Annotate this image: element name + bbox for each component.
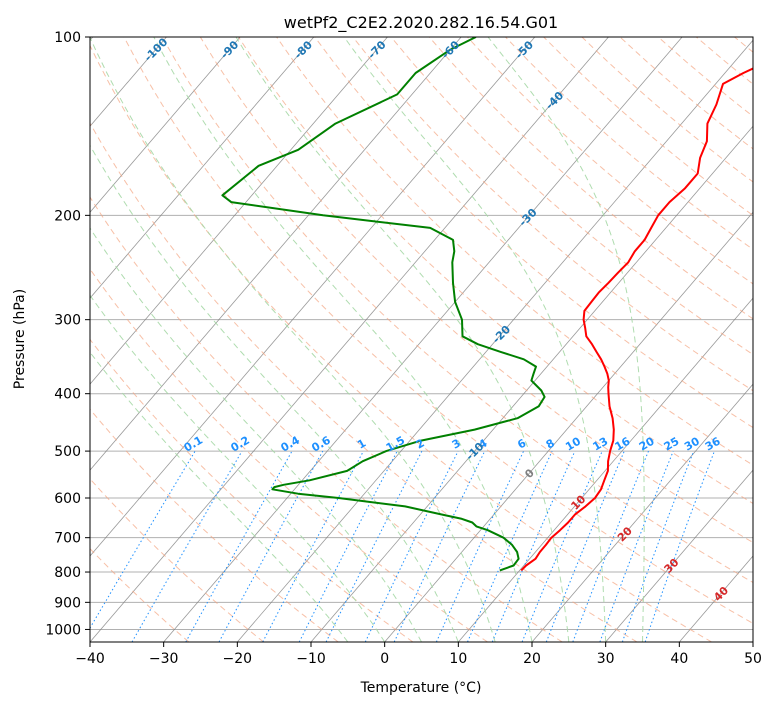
isotherm-line bbox=[310, 125, 753, 642]
x-tick-label: −40 bbox=[75, 651, 105, 667]
moist-adiabat-line bbox=[90, 351, 349, 642]
isotherm-line bbox=[531, 383, 753, 642]
mixing-ratio-line bbox=[218, 450, 324, 642]
x-tick-label: 50 bbox=[744, 651, 762, 667]
moist-adiabat-line bbox=[90, 144, 459, 642]
isotherm-line bbox=[384, 211, 753, 642]
moist-adiabat-line bbox=[90, 37, 496, 642]
x-tick-label: 0 bbox=[380, 651, 389, 667]
dry-adiabat-line bbox=[90, 478, 264, 642]
y-tick-label: 400 bbox=[54, 387, 81, 403]
isotherm-line bbox=[90, 37, 315, 299]
mixing-ratio-line bbox=[325, 450, 423, 642]
dry-adiabat-line bbox=[90, 547, 190, 642]
isotherm-line bbox=[605, 469, 753, 642]
dry-adiabat-line bbox=[123, 37, 753, 624]
dry-adiabat-line bbox=[314, 37, 753, 429]
x-tick-label: 40 bbox=[670, 651, 688, 667]
mixing-ratio-line bbox=[521, 450, 603, 642]
moist-adiabat-line bbox=[235, 37, 570, 642]
temperature-trace bbox=[520, 67, 753, 572]
dry-adiabat-line bbox=[199, 37, 753, 544]
mixing-ratio-line bbox=[599, 450, 674, 642]
isotherm-lines bbox=[90, 37, 753, 642]
y-tick-label: 900 bbox=[54, 595, 81, 611]
y-tick-label: 100 bbox=[54, 30, 81, 46]
moist-adiabat-line bbox=[343, 37, 607, 642]
isotherm-line bbox=[90, 37, 536, 557]
moist-adiabats bbox=[90, 37, 645, 642]
mixing-ratio-line bbox=[621, 450, 695, 642]
x-tick-label: 20 bbox=[523, 651, 541, 667]
isotherm-line bbox=[237, 39, 753, 642]
y-tick-label: 600 bbox=[54, 491, 81, 507]
mixing-ratio-line bbox=[185, 450, 293, 642]
dry-adiabat-line bbox=[90, 44, 712, 642]
dry-adiabat-line bbox=[276, 37, 753, 466]
isotherm-line bbox=[90, 37, 241, 213]
y-tick-label: 300 bbox=[54, 313, 81, 329]
mixing-ratio-line bbox=[262, 450, 364, 642]
isotherm-line bbox=[90, 37, 462, 471]
x-tick-label: 30 bbox=[597, 651, 615, 667]
y-tick-label: 800 bbox=[54, 565, 81, 581]
plot-frame bbox=[89, 36, 754, 643]
x-tick-label: 10 bbox=[449, 651, 467, 667]
dry-adiabat-line bbox=[161, 37, 753, 584]
y-tick-label: 200 bbox=[54, 208, 81, 224]
mixing-ratio-line bbox=[545, 450, 625, 642]
x-tick-label: −20 bbox=[223, 651, 253, 667]
isotherm-line bbox=[163, 37, 683, 642]
dry-adiabat-line bbox=[90, 196, 563, 642]
mixing-ratio-lines bbox=[90, 450, 715, 642]
mixing-ratio-line bbox=[467, 450, 553, 642]
dry-adiabats bbox=[90, 37, 753, 642]
mixing-ratio-line bbox=[644, 450, 715, 642]
dry-adiabat-line bbox=[90, 338, 414, 642]
dry-adiabat-line bbox=[390, 37, 753, 356]
isotherm-line bbox=[458, 297, 753, 642]
mixing-ratio-line bbox=[491, 450, 576, 642]
chart-title: wetPf2_C2E2.2020.282.16.54.G01 bbox=[284, 13, 558, 33]
dewpoint-trace bbox=[221, 37, 546, 572]
moist-adiabat-line bbox=[487, 37, 645, 642]
moist-adiabat-line bbox=[90, 227, 422, 642]
dry-adiabat-line bbox=[90, 268, 488, 642]
x-axis-ticks: −40 −30 −20 −10 0 10 20 30 40 50 bbox=[75, 642, 762, 667]
moist-adiabat-line bbox=[90, 294, 386, 642]
x-tick-label: −10 bbox=[296, 651, 326, 667]
mixing-ratio-line bbox=[572, 450, 649, 642]
y-tick-label: 1000 bbox=[45, 622, 81, 638]
x-tick-label: −30 bbox=[149, 651, 179, 667]
x-axis-label: Temperature (°C) bbox=[360, 680, 482, 696]
y-axis-label: Pressure (hPa) bbox=[12, 289, 28, 389]
y-axis-ticks: 1000 900 800 700 600 500 400 300 200 100 bbox=[45, 30, 90, 638]
isotherm-line bbox=[90, 37, 609, 642]
dry-adiabat-line bbox=[238, 37, 753, 504]
sounding-series bbox=[221, 37, 753, 572]
moist-adiabat-line bbox=[153, 37, 533, 642]
dry-adiabat-line bbox=[90, 122, 638, 642]
dry-adiabat-line bbox=[352, 37, 753, 392]
isotherm-line bbox=[90, 37, 388, 385]
y-tick-label: 500 bbox=[54, 444, 81, 460]
y-tick-label: 700 bbox=[54, 531, 81, 547]
